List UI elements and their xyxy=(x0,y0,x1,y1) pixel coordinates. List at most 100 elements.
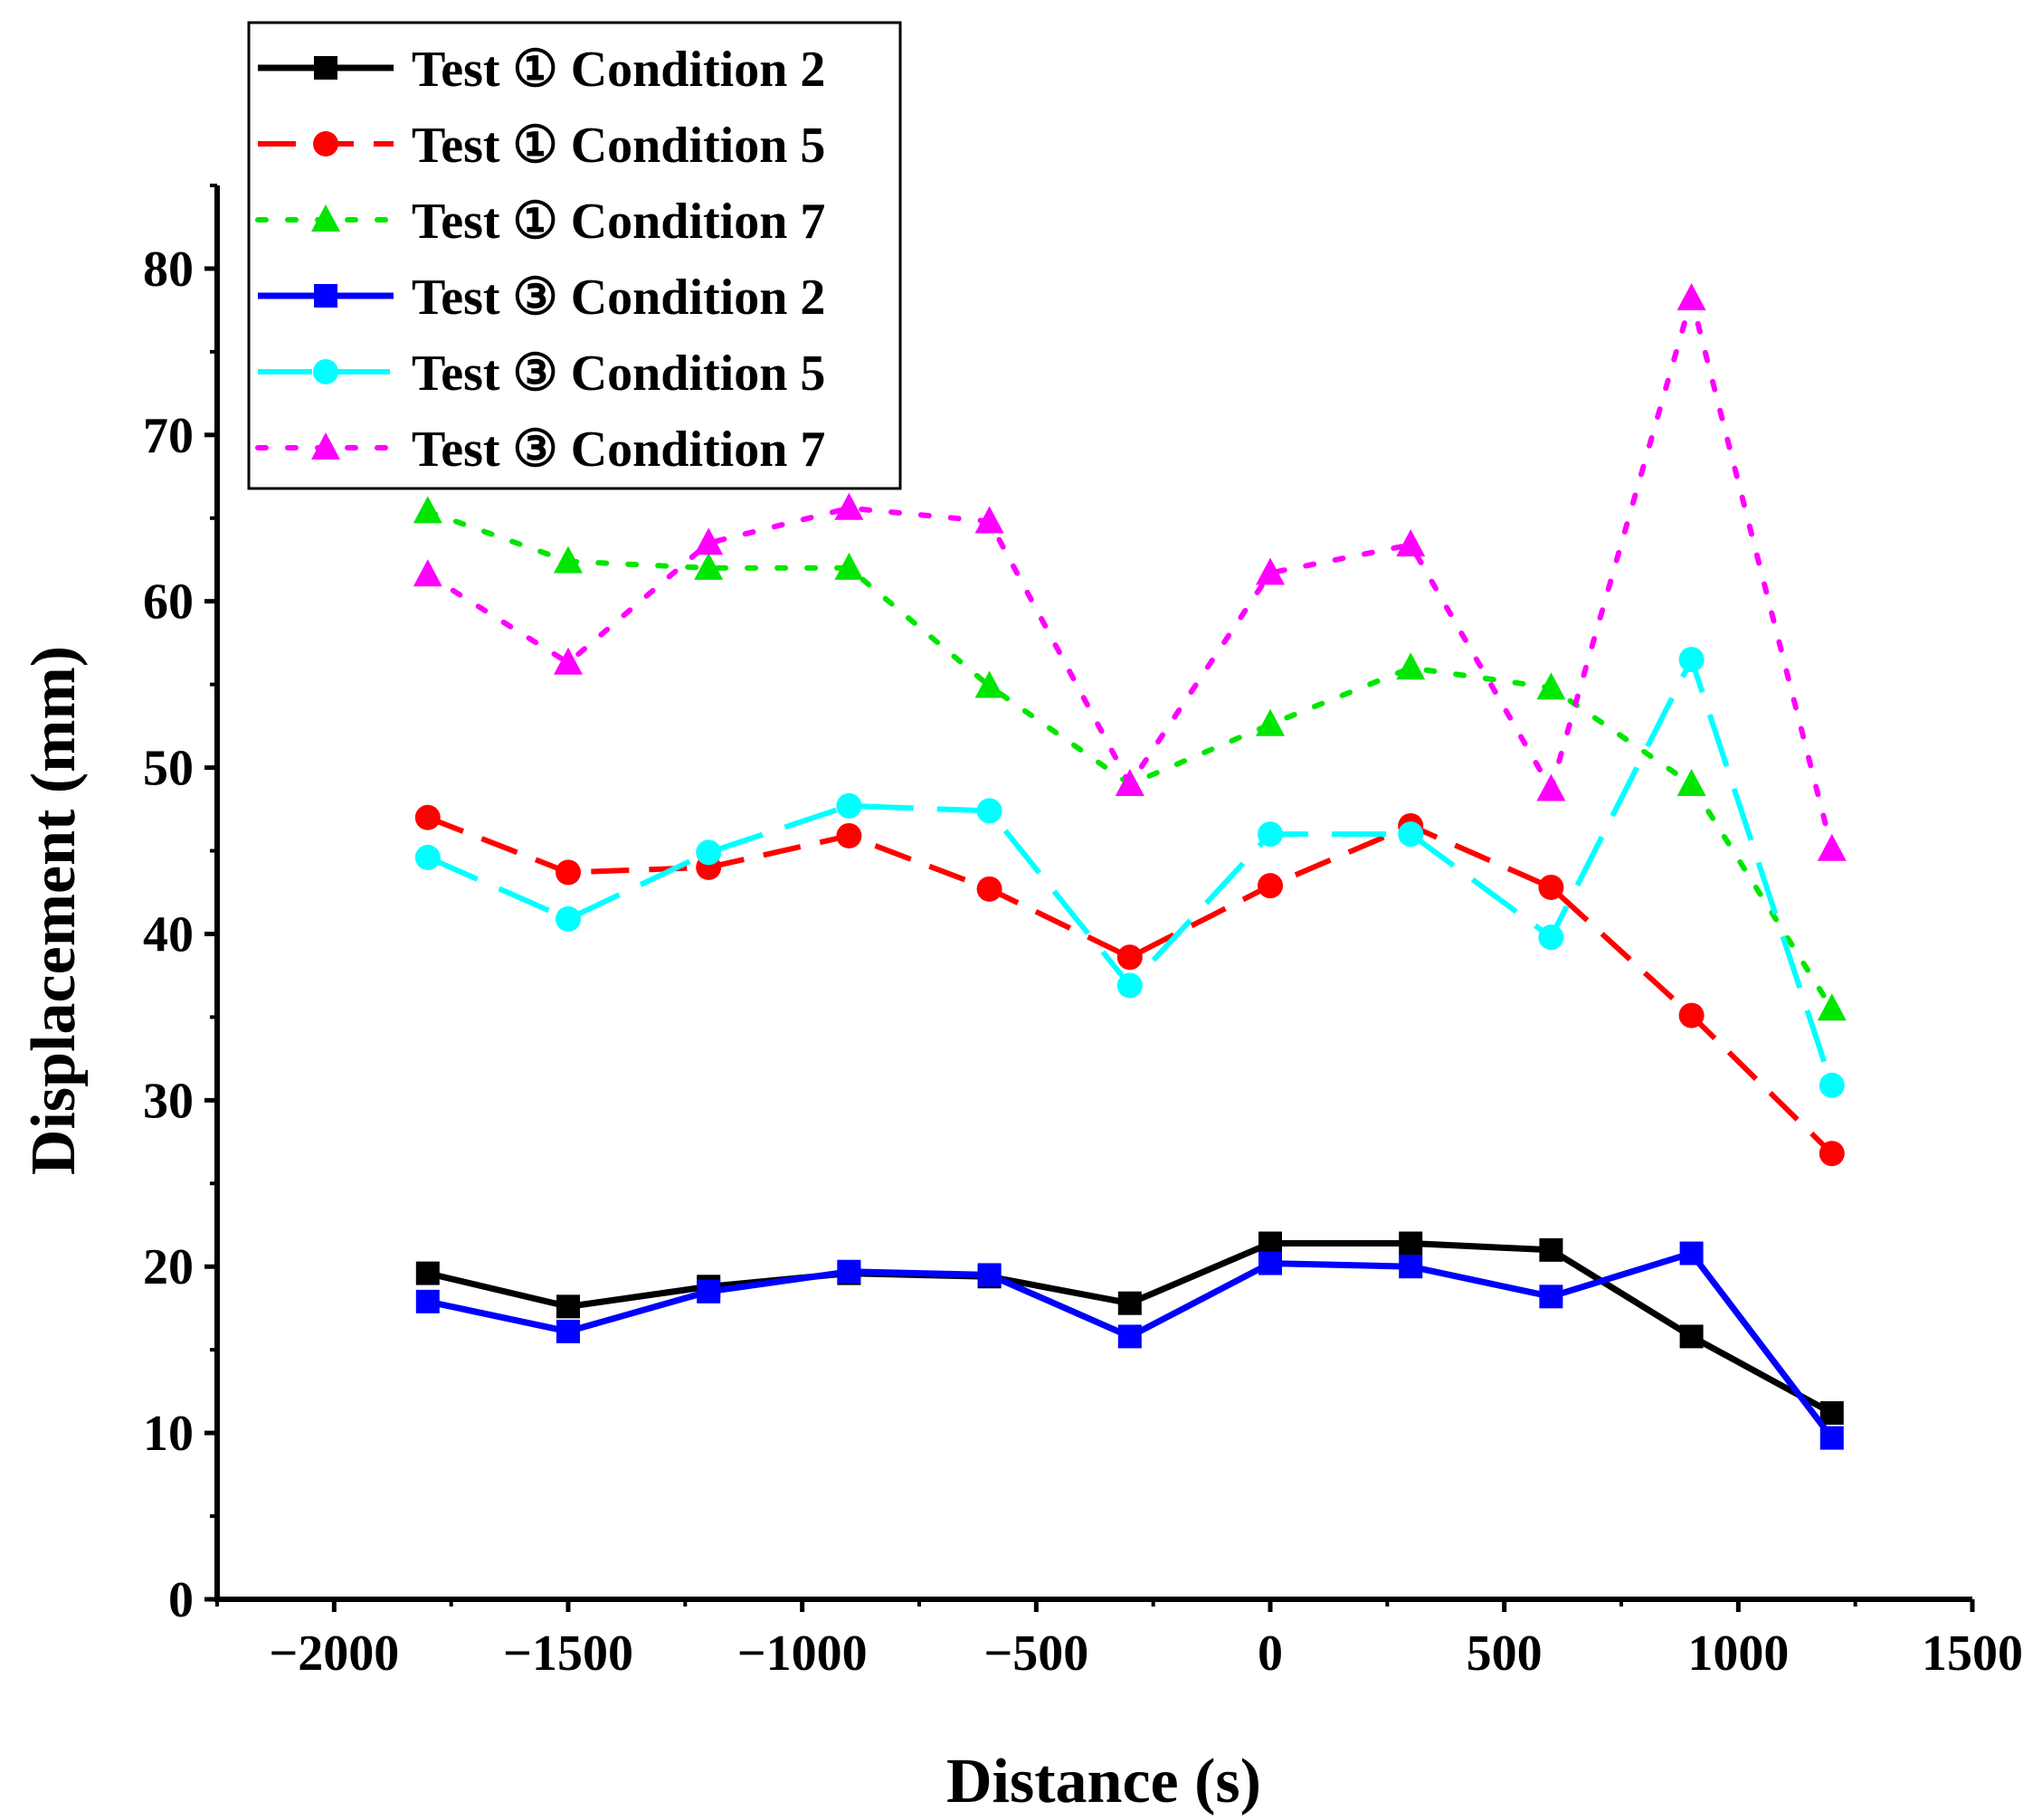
series-3 xyxy=(413,496,1847,1021)
x-axis-ticks: −2000 −1500 −1000 −500 0 500 1000 1500 xyxy=(215,1599,2023,1682)
data-point xyxy=(974,506,1004,534)
data-point xyxy=(1116,972,1143,999)
data-point xyxy=(554,545,583,573)
data-point xyxy=(1258,821,1283,848)
data-point xyxy=(1115,768,1144,796)
series-line xyxy=(426,657,1835,1086)
data-point xyxy=(1819,1141,1845,1167)
data-point xyxy=(1819,1072,1845,1098)
series-4 xyxy=(415,1241,1844,1450)
series-6 xyxy=(413,283,1847,861)
data-point xyxy=(556,859,581,886)
legend-marker xyxy=(311,432,340,460)
legend-entry: Test ③ Condition 2 xyxy=(258,270,825,326)
data-point xyxy=(1399,1231,1423,1256)
y-axis-title: Displacement (mm) xyxy=(19,646,89,1175)
y-tick-label: 70 xyxy=(143,408,194,464)
data-point xyxy=(1256,708,1285,736)
data-point xyxy=(1679,1324,1704,1349)
y-tick-label: 30 xyxy=(143,1073,194,1129)
data-point xyxy=(556,905,581,932)
legend-label: Test ① Condition 2 xyxy=(412,42,825,98)
data-point xyxy=(413,496,442,524)
data-point xyxy=(1817,993,1847,1021)
data-point xyxy=(696,839,722,866)
data-point xyxy=(556,1319,580,1343)
legend-entry: Test ① Condition 7 xyxy=(255,194,825,250)
data-point xyxy=(697,1279,721,1303)
data-point xyxy=(834,552,864,580)
x-tick-label: −2000 xyxy=(269,1626,399,1682)
data-point xyxy=(1396,652,1426,680)
data-point xyxy=(836,792,862,819)
data-point xyxy=(414,844,441,870)
legend-marker xyxy=(314,56,337,80)
data-point xyxy=(837,1259,861,1284)
data-point xyxy=(1676,283,1706,311)
legend-entry: Test ① Condition 5 xyxy=(258,118,825,174)
y-axis-ticks: 0 10 20 30 40 50 60 70 80 xyxy=(143,184,217,1628)
data-point xyxy=(976,798,1002,824)
data-point xyxy=(1676,768,1706,796)
legend-entry: Test ③ Condition 5 xyxy=(258,346,825,402)
series-5 xyxy=(414,647,1845,1098)
data-point xyxy=(834,492,864,520)
data-point xyxy=(1117,1324,1142,1349)
data-point xyxy=(1258,873,1283,899)
data-point xyxy=(1678,1002,1705,1028)
data-point xyxy=(974,670,1004,698)
data-point xyxy=(1398,821,1424,848)
legend: Test ① Condition 2 Test ① Condition 5 Test… xyxy=(247,21,902,490)
legend-frame xyxy=(247,21,902,490)
legend-marker xyxy=(311,204,340,232)
y-tick-label: 60 xyxy=(143,574,194,630)
x-tick-label: 1000 xyxy=(1687,1626,1789,1682)
data-point xyxy=(976,876,1002,902)
data-point xyxy=(1539,1237,1563,1262)
y-tick-label: 80 xyxy=(143,242,194,298)
y-tick-label: 10 xyxy=(143,1406,194,1462)
legend-label: Test ③ Condition 2 xyxy=(412,270,825,326)
x-axis-title: Distance (s) xyxy=(946,1747,1261,1816)
series-layer xyxy=(413,283,1847,1450)
series-line xyxy=(426,815,1834,1156)
data-point xyxy=(1258,1231,1282,1256)
data-point xyxy=(415,1289,440,1313)
y-tick-label: 50 xyxy=(143,741,194,797)
axes: 0 10 20 30 40 50 60 70 80 −2000 −1500 −1000 −500 0 50… xyxy=(143,184,2023,1682)
x-tick-label: −500 xyxy=(983,1626,1088,1682)
data-point xyxy=(1399,1255,1423,1279)
x-tick-label: 500 xyxy=(1467,1626,1543,1682)
data-point xyxy=(556,1294,580,1319)
data-point xyxy=(413,559,442,587)
x-tick-label: −1000 xyxy=(737,1626,868,1682)
legend-marker xyxy=(313,131,338,156)
legend-label: Test ① Condition 7 xyxy=(412,194,825,250)
legend-label: Test ③ Condition 7 xyxy=(412,422,825,478)
data-point xyxy=(694,552,724,580)
data-point xyxy=(1817,833,1847,861)
data-point xyxy=(1536,672,1566,700)
data-point xyxy=(414,804,441,830)
x-tick-label: −1500 xyxy=(503,1626,633,1682)
y-tick-label: 40 xyxy=(143,906,194,962)
legend-marker xyxy=(313,359,338,384)
data-point xyxy=(1258,1251,1282,1275)
data-point xyxy=(1678,647,1705,673)
data-point xyxy=(694,527,724,555)
data-point xyxy=(415,1261,440,1285)
data-point xyxy=(977,1263,1002,1287)
legend-entry: Test ③ Condition 7 xyxy=(255,422,825,478)
data-point xyxy=(1117,1291,1142,1315)
data-point xyxy=(1536,773,1566,801)
data-point xyxy=(1116,944,1143,971)
x-tick-label: 1500 xyxy=(1922,1626,2023,1682)
legend-entry: Test ① Condition 2 xyxy=(258,42,825,98)
data-point xyxy=(1396,529,1426,557)
legend-label: Test ③ Condition 5 xyxy=(412,346,825,402)
data-point xyxy=(836,822,862,848)
data-point xyxy=(1819,1401,1844,1426)
legend-marker xyxy=(314,284,337,308)
data-point xyxy=(1539,1284,1563,1309)
